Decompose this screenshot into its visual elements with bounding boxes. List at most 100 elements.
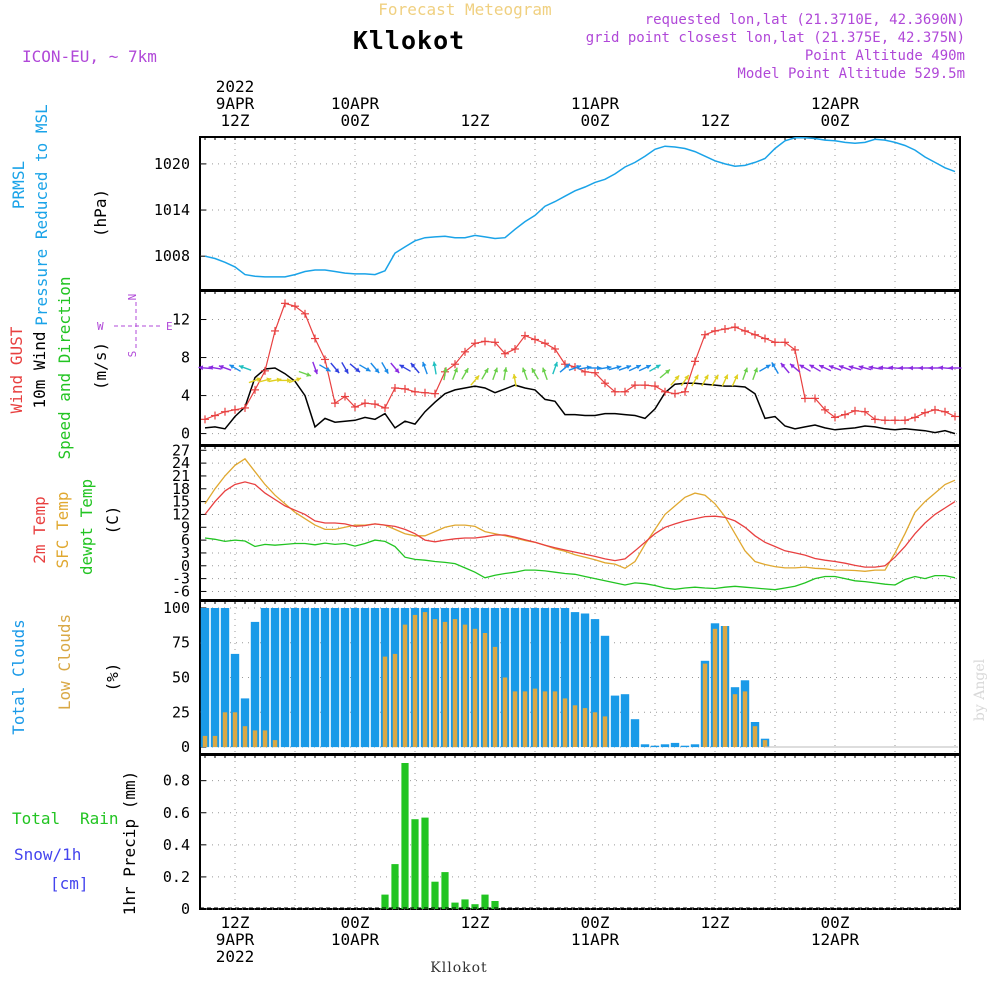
wind-arrow-head [313, 369, 318, 375]
wind-arrow-head [553, 361, 558, 367]
wind-arrow-head [344, 368, 349, 374]
rain-bar [381, 894, 389, 909]
low-clouds-bar [202, 735, 208, 747]
low-clouds-label: Low Clouds [55, 614, 74, 710]
low-clouds-bar [762, 740, 768, 748]
ms-unit-label: (m/s) [91, 342, 110, 390]
wind-arrow-head [809, 364, 815, 369]
sfc-temp-line [204, 457, 956, 572]
wind-arrow-head [858, 365, 864, 370]
wind-arrow-head [464, 368, 469, 374]
wind-ytick-label: 8 [181, 349, 190, 367]
pressure-ytick-label: 1014 [154, 201, 190, 219]
wind-arrow-head [838, 365, 844, 370]
total-clouds-bar [220, 608, 230, 748]
dewpt-temp-label: dewpt Temp [77, 479, 96, 575]
rain-label: Rain [80, 809, 119, 828]
top-time-label: 10APR [331, 94, 380, 113]
wind-arrow-head [878, 365, 884, 371]
model-label: ICON-EU, ~ 7km [22, 47, 157, 66]
total-clouds-bar [570, 612, 580, 747]
temperature-ytick-label: 9 [181, 518, 190, 536]
wind-arrow-head [422, 361, 427, 367]
total-clouds-bar [340, 608, 350, 748]
total-clouds-bar [590, 619, 600, 748]
wind-arrow-head [616, 365, 622, 370]
total-clouds-bar [540, 608, 550, 748]
low-clouds-bar [452, 619, 458, 748]
wind-arrow-head [399, 364, 405, 369]
top-time-label: 00Z [341, 111, 370, 130]
wind-arrow-head [287, 378, 292, 383]
total-clouds-bar [600, 635, 610, 748]
temperature-ytick-label: 6 [181, 531, 190, 549]
wind-arrow-head [512, 374, 517, 379]
low-clouds-bar [412, 614, 418, 747]
wind-gust-line [204, 302, 956, 421]
pressure-frame [199, 136, 961, 291]
wind-arrow-head [908, 365, 913, 371]
low-clouds-bar [602, 716, 608, 747]
low-clouds-bar [212, 735, 218, 747]
wind-arrow-head [229, 364, 235, 369]
total-clouds-bar [610, 695, 620, 748]
low-clouds-bar [742, 691, 748, 747]
wind-arrow-head [898, 365, 903, 371]
clouds-ytick-label: 100 [163, 599, 190, 617]
wind-arrow-head [503, 367, 508, 372]
clouds-ytick-label: 50 [172, 669, 190, 687]
10m-wind-label: 10m Wind [30, 331, 49, 408]
pressure-ytick-label: 1020 [154, 155, 190, 173]
precipitation-ytick-label: 0.8 [163, 772, 190, 790]
total-clouds-bar [250, 621, 260, 748]
top-time-label: 11APR [571, 94, 620, 113]
wind-arrow-head [928, 365, 933, 371]
bottom-time-label: 12Z [221, 913, 250, 932]
low-clouds-bar [752, 726, 758, 748]
precipitation-ytick-label: 0.6 [163, 804, 190, 822]
wind-gust-label: Wind GUST [7, 326, 26, 413]
low-clouds-bar [562, 698, 568, 748]
2m-temp-label: 2m Temp [30, 496, 49, 563]
bottom-time-label: 10APR [331, 930, 380, 949]
top-time-label: 2022 [216, 77, 255, 96]
dewpt-temp-line [204, 537, 956, 591]
clouds-ytick-label: 25 [172, 703, 190, 721]
bottom-time-label: 2022 [216, 947, 255, 966]
total-clouds-bar [650, 745, 660, 748]
total-clouds-bar [690, 744, 700, 748]
low-clouds-bar [522, 691, 528, 747]
total-clouds-bar [680, 745, 690, 748]
temperature-frame [199, 445, 961, 601]
wind-arrow-head [645, 364, 651, 370]
total-clouds-bar [360, 608, 370, 748]
wind-arrow-head [753, 367, 758, 373]
grid-point-coords: grid point closest lon,lat (21.375E, 42.… [586, 30, 965, 46]
wind-arrow-head [542, 367, 547, 373]
axes-layer [199, 136, 961, 910]
c-unit-label: (C) [103, 506, 122, 535]
wind-arrow-head [576, 365, 582, 370]
pressure-ytick-label: 1008 [154, 247, 190, 265]
total-clouds-bar [580, 613, 590, 747]
top-title: Forecast Meteogram [378, 0, 551, 19]
rain-bar [491, 901, 499, 909]
low-clouds-bar [552, 691, 558, 747]
temperature-ytick-label: 18 [172, 480, 190, 498]
bottom-time-label: 00Z [821, 913, 850, 932]
compass-e: E [166, 320, 173, 333]
wind-arrow-head [635, 364, 641, 370]
wind-arrow-head [790, 363, 795, 369]
low-clouds-bar [512, 691, 518, 747]
rain-bar [431, 881, 439, 909]
wind-arrow-head [266, 377, 272, 383]
location-title: Kllokot [353, 26, 465, 55]
precipitation-frame [199, 754, 961, 910]
wind-arrow-head [256, 377, 262, 382]
total-clouds-bar [530, 608, 540, 748]
temperature-ytick-label: 24 [172, 454, 190, 472]
total-clouds-bar [320, 608, 330, 748]
wind-arrow-head [306, 372, 312, 377]
